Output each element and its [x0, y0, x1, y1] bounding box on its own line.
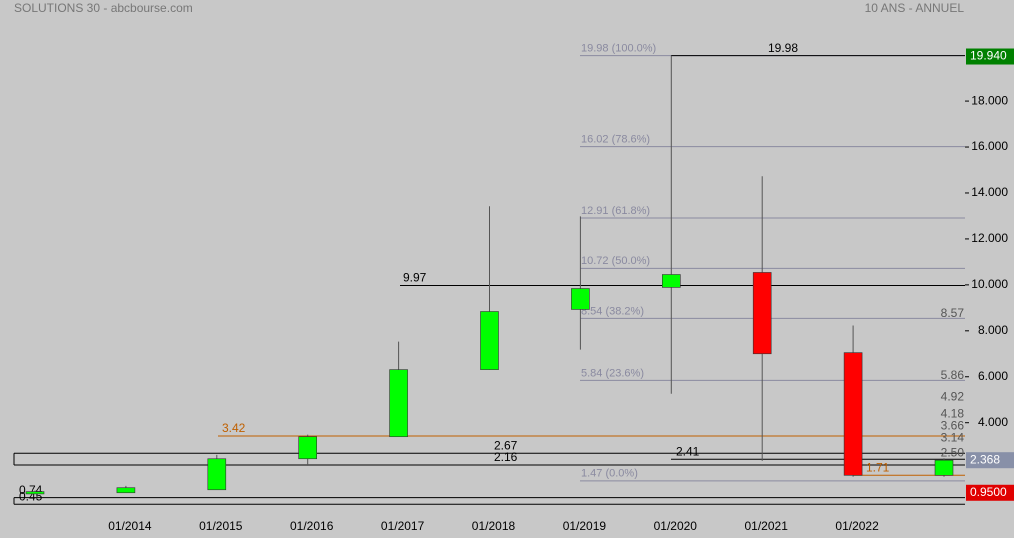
side-label: 2.50: [941, 445, 965, 459]
candle-body: [934, 459, 954, 476]
level-label: 2.41: [676, 444, 700, 458]
x-tick-label: 01/2018: [472, 519, 516, 533]
candle-body: [752, 272, 772, 355]
level-label: 2.16: [494, 450, 518, 464]
side-label: 8.57: [941, 306, 965, 320]
chart-subtitle: 10 ANS - ANNUEL: [865, 1, 965, 15]
y-tick-label: 14.000: [971, 185, 1008, 199]
candle-body: [661, 274, 681, 288]
candle-body: [298, 436, 318, 460]
fib-label: 19.98 (100.0%): [581, 43, 656, 55]
level-label: 1.71: [866, 460, 890, 474]
price-badge: [966, 452, 1014, 469]
side-label: 3.14: [941, 431, 965, 445]
y-tick-label: 8.000: [978, 323, 1008, 337]
fib-label: 1.47 (0.0%): [581, 468, 638, 480]
candle-body: [116, 487, 136, 494]
price-badge-label: 2.368: [970, 452, 1000, 466]
price-badge-label: 19.940: [970, 49, 1007, 63]
x-tick-label: 01/2017: [381, 519, 425, 533]
side-label: 4.92: [941, 390, 965, 404]
y-tick-label: 4.000: [978, 415, 1008, 429]
side-label: 3.66: [941, 419, 965, 433]
y-tick-label: 16.000: [971, 139, 1008, 153]
side-label: 4.18: [941, 407, 965, 421]
fib-label: 10.72 (50.0%): [581, 255, 650, 267]
level-label: 19.98: [768, 41, 798, 55]
y-tick-label: 12.000: [971, 231, 1008, 245]
x-tick-label: 01/2021: [745, 519, 789, 533]
price-badge-label: 0.9500: [970, 485, 1007, 499]
x-tick-label: 01/2014: [108, 519, 152, 533]
fib-label: 12.91 (61.8%): [581, 205, 650, 217]
x-tick-label: 01/2022: [835, 519, 879, 533]
fib-label: 16.02 (78.6%): [581, 133, 650, 145]
x-tick-label: 01/2015: [199, 519, 243, 533]
candle-body: [207, 458, 227, 491]
candle-body: [389, 369, 408, 438]
candle-body: [843, 352, 863, 476]
x-tick-label: 01/2020: [654, 519, 698, 533]
chart-title: SOLUTIONS 30 - abcbourse.com: [14, 1, 193, 15]
level-label: 2.67: [494, 438, 518, 452]
candle-body: [571, 288, 590, 310]
x-tick-label: 01/2019: [563, 519, 607, 533]
candle-body: [25, 491, 45, 495]
x-tick-label: 01/2016: [290, 519, 334, 533]
candle-body: [480, 311, 499, 370]
y-tick-label: 6.000: [978, 369, 1008, 383]
y-tick-label: 10.000: [971, 277, 1008, 291]
fib-label: 8.54 (38.2%): [581, 305, 644, 317]
side-label: 5.86: [941, 368, 965, 382]
level-label: 9.97: [403, 271, 427, 285]
price-badge: [966, 484, 1014, 501]
fib-label: 5.84 (23.6%): [581, 367, 644, 379]
y-tick-label: 18.000: [971, 93, 1008, 107]
level-label: 3.42: [222, 421, 246, 435]
price-badge: [966, 48, 1014, 65]
